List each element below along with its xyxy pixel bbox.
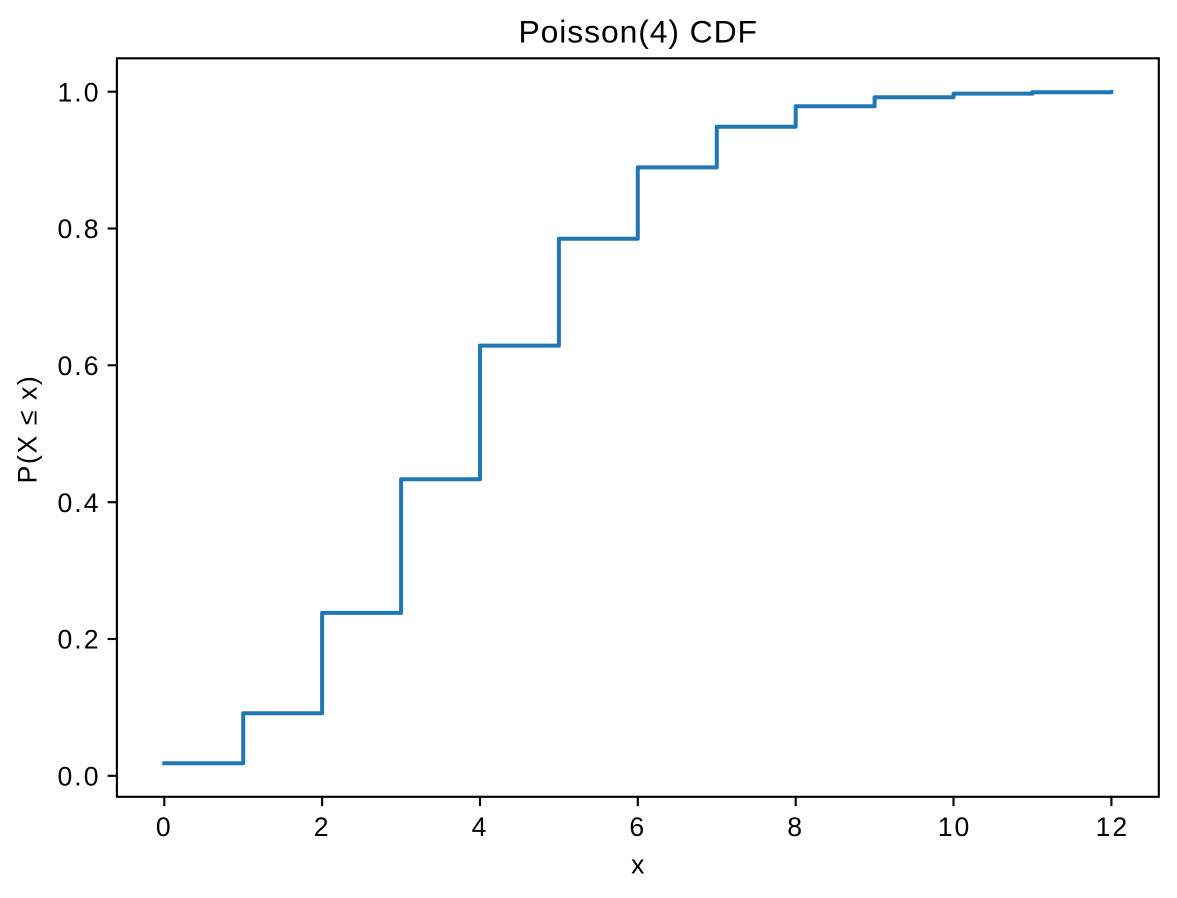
svg-text:0.0: 0.0 <box>58 762 101 792</box>
svg-text:6: 6 <box>629 812 646 842</box>
svg-text:1.0: 1.0 <box>58 77 101 107</box>
svg-text:0.2: 0.2 <box>58 625 101 655</box>
svg-text:0.8: 0.8 <box>58 214 101 244</box>
svg-text:2: 2 <box>314 812 331 842</box>
svg-text:4: 4 <box>472 812 489 842</box>
svg-text:8: 8 <box>787 812 804 842</box>
svg-text:10: 10 <box>938 812 972 842</box>
svg-text:x: x <box>631 850 645 880</box>
svg-text:12: 12 <box>1096 812 1130 842</box>
svg-text:0.6: 0.6 <box>58 351 101 381</box>
svg-text:0: 0 <box>156 812 173 842</box>
svg-text:0.4: 0.4 <box>58 488 101 518</box>
svg-text:Poisson(4) CDF: Poisson(4) CDF <box>518 13 757 49</box>
svg-text:P(X ≤ x): P(X ≤ x) <box>13 375 43 484</box>
